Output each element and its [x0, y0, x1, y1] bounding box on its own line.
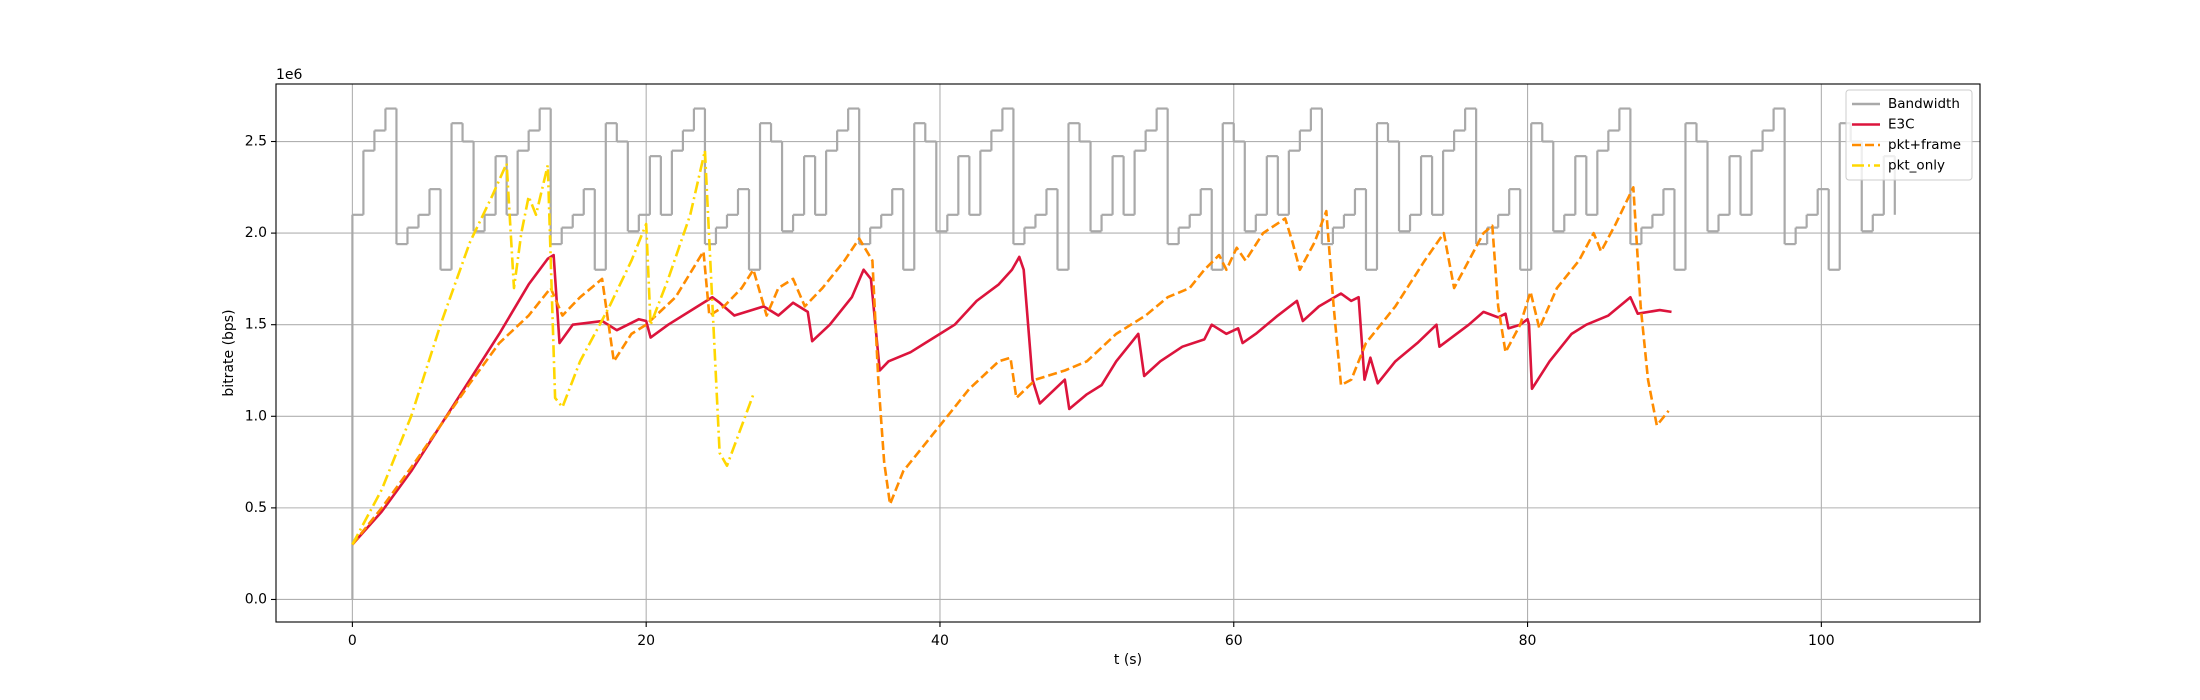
y-tick-label: 2.5 [245, 134, 267, 150]
plot-area [351, 107, 1896, 600]
legend-label: E3C [1888, 117, 1915, 133]
y-tick-label: 1.0 [245, 408, 267, 424]
legend-label: Bandwidth [1888, 96, 1960, 112]
x-tick-label: 80 [1519, 633, 1537, 649]
series-line [351, 149, 755, 546]
x-axis-label: t (s) [1114, 652, 1142, 668]
x-tick-label: 0 [348, 633, 357, 649]
legend-box [1845, 89, 1973, 181]
y-tick-label: 0.5 [245, 500, 267, 516]
legend-label: pkt_only [1888, 158, 1945, 174]
series-line [351, 253, 1672, 546]
x-tick-label: 20 [637, 633, 655, 649]
y-tick-label: 0.0 [245, 591, 267, 607]
x-tick-label: 100 [1808, 633, 1835, 649]
x-tick-label: 60 [1225, 633, 1243, 649]
y-tick-label: 1.5 [245, 317, 267, 333]
y-offset-label: 1e6 [276, 67, 303, 83]
x-tick-label: 40 [931, 633, 949, 649]
series-line [351, 186, 1670, 546]
y-axis-label: bitrate (bps) [221, 309, 237, 396]
axes-frame [275, 83, 1981, 623]
y-tick-label: 2.0 [245, 225, 267, 241]
legend-label: pkt+frame [1888, 137, 1961, 153]
